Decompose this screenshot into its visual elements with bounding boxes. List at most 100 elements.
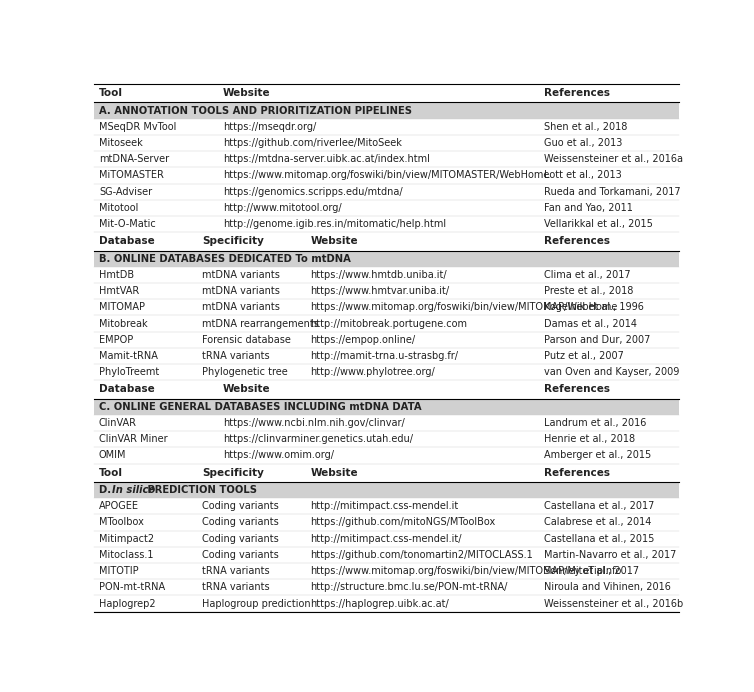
Bar [94,595,679,612]
Text: Mamit-tRNA: Mamit-tRNA [99,351,158,361]
Bar [94,364,679,381]
Text: Phylogenetic tree: Phylogenetic tree [202,367,288,377]
Text: https://github.com/tonomartin2/MITOCLASS.1: https://github.com/tonomartin2/MITOCLASS… [311,550,533,560]
Bar [94,431,679,447]
Bar [94,331,679,348]
Bar [94,119,679,135]
Text: Castellana et al., 2017: Castellana et al., 2017 [544,501,654,511]
Text: mtDNA variants: mtDNA variants [202,270,280,280]
Text: Castellana et al., 2015: Castellana et al., 2015 [544,534,654,544]
Text: Website: Website [223,385,271,394]
Bar [94,200,679,216]
Text: Specificity: Specificity [202,237,264,246]
Text: Tool: Tool [99,89,123,98]
Text: MSeqDR MvTool: MSeqDR MvTool [99,122,176,131]
Text: B. ONLINE DATABASES DEDICATED To mtDNA: B. ONLINE DATABASES DEDICATED To mtDNA [99,254,351,264]
Text: https://www.hmtvar.uniba.it/: https://www.hmtvar.uniba.it/ [311,286,449,296]
Text: Mitoseek: Mitoseek [99,138,143,148]
Text: C. ONLINE GENERAL DATABASES INCLUDING mtDNA DATA: C. ONLINE GENERAL DATABASES INCLUDING mt… [99,402,421,412]
Text: https://www.mitomap.org/foswiki/bin/view/MITOMASTER/WebHome: https://www.mitomap.org/foswiki/bin/view… [223,170,549,181]
Text: https://haplogrep.uibk.ac.at/: https://haplogrep.uibk.ac.at/ [311,599,449,608]
Text: MiTOMASTER: MiTOMASTER [99,170,164,181]
Bar [94,167,679,183]
Text: Mitotool: Mitotool [99,203,138,213]
Bar [94,233,679,251]
Text: Amberger et al., 2015: Amberger et al., 2015 [544,450,651,460]
Text: References: References [544,468,610,477]
Bar [94,547,679,563]
Text: In silico: In silico [112,485,155,495]
Text: Mitoclass.1: Mitoclass.1 [99,550,153,560]
Text: Tool: Tool [99,468,123,477]
Text: Haplogroup prediction: Haplogroup prediction [202,599,311,608]
Bar [94,216,679,233]
Text: EMPOP: EMPOP [99,335,133,345]
Bar [94,514,679,531]
Text: https://empop.online/: https://empop.online/ [311,335,415,345]
Text: PON-mt-tRNA: PON-mt-tRNA [99,582,165,592]
Bar [94,563,679,579]
Text: tRNA variants: tRNA variants [202,351,270,361]
Text: Haplogrep2: Haplogrep2 [99,599,155,608]
Text: Mitimpact2: Mitimpact2 [99,534,154,544]
Text: A. ANNOTATION TOOLS AND PRIORITIZATION PIPELINES: A. ANNOTATION TOOLS AND PRIORITIZATION P… [99,106,412,116]
Text: https://www.mitomap.org/foswiki/bin/view/MITOMAP/MitoTipInfo: https://www.mitomap.org/foswiki/bin/view… [311,566,622,576]
Bar [94,183,679,200]
Text: Rueda and Torkamani, 2017: Rueda and Torkamani, 2017 [544,187,681,197]
Text: http://genome.igib.res.in/mitomatic/help.html: http://genome.igib.res.in/mitomatic/help… [223,219,446,229]
Text: mtDNA variants: mtDNA variants [202,286,280,296]
Bar [94,151,679,167]
Bar [94,464,679,482]
Text: HmtDB: HmtDB [99,270,134,280]
Text: Mit-O-Matic: Mit-O-Matic [99,219,155,229]
Text: https://www.omim.org/: https://www.omim.org/ [223,450,334,460]
Text: https://www.hmtdb.uniba.it/: https://www.hmtdb.uniba.it/ [311,270,447,280]
Text: D.: D. [99,485,115,495]
Text: tRNA variants: tRNA variants [202,582,270,592]
Text: https://clinvarminer.genetics.utah.edu/: https://clinvarminer.genetics.utah.edu/ [223,434,412,444]
Text: Preste et al., 2018: Preste et al., 2018 [544,286,633,296]
Text: http://mitobreak.portugene.com: http://mitobreak.portugene.com [311,318,467,329]
Text: Database: Database [99,237,155,246]
Text: PREDICTION TOOLS: PREDICTION TOOLS [144,485,257,495]
Text: PhyloTreemt: PhyloTreemt [99,367,159,377]
Text: References: References [544,89,610,98]
Text: MToolbox: MToolbox [99,518,144,527]
Text: Mitobreak: Mitobreak [99,318,148,329]
Text: Parson and Dur, 2007: Parson and Dur, 2007 [544,335,651,345]
Text: tRNA variants: tRNA variants [202,566,270,576]
Text: Putz et al., 2007: Putz et al., 2007 [544,351,624,361]
Text: https://github.com/riverlee/MitoSeek: https://github.com/riverlee/MitoSeek [223,138,402,148]
Text: https://www.ncbi.nlm.nih.gov/clinvar/: https://www.ncbi.nlm.nih.gov/clinvar/ [223,418,405,428]
Text: mtDNA rearrangements: mtDNA rearrangements [202,318,319,329]
Text: Henrie et al., 2018: Henrie et al., 2018 [544,434,636,444]
Text: Specificity: Specificity [202,468,264,477]
Text: OMIM: OMIM [99,450,127,460]
Text: Coding variants: Coding variants [202,534,279,544]
Text: https://mtdna-server.uibk.ac.at/index.html: https://mtdna-server.uibk.ac.at/index.ht… [223,154,430,164]
Text: SG-Adviser: SG-Adviser [99,187,152,197]
Bar [94,415,679,431]
Bar [94,579,679,595]
Text: mtDNA-Server: mtDNA-Server [99,154,169,164]
Text: https://genomics.scripps.edu/mtdna/: https://genomics.scripps.edu/mtdna/ [223,187,403,197]
Text: https://github.com/mitoNGS/MToolBox: https://github.com/mitoNGS/MToolBox [311,518,495,527]
Text: Website: Website [223,89,271,98]
Text: Shen et al., 2018: Shen et al., 2018 [544,122,627,131]
Text: Martin-Navarro et al., 2017: Martin-Navarro et al., 2017 [544,550,676,560]
Text: Fan and Yao, 2011: Fan and Yao, 2011 [544,203,633,213]
Text: Sonney et al., 2017: Sonney et al., 2017 [544,566,639,576]
Text: Clima et al., 2017: Clima et al., 2017 [544,270,631,280]
Bar [94,447,679,464]
Bar [94,399,679,415]
Bar [94,102,679,119]
Text: Calabrese et al., 2014: Calabrese et al., 2014 [544,518,651,527]
Text: Website: Website [311,468,358,477]
Text: https://www.mitomap.org/foswiki/bin/view/MITOMAP/WebHome: https://www.mitomap.org/foswiki/bin/view… [311,302,618,312]
Text: van Oven and Kayser, 2009: van Oven and Kayser, 2009 [544,367,679,377]
Text: Guo et al., 2013: Guo et al., 2013 [544,138,623,148]
Text: Kogelnik et al., 1996: Kogelnik et al., 1996 [544,302,644,312]
Bar [94,381,679,399]
Text: References: References [544,385,610,394]
Bar [94,348,679,364]
